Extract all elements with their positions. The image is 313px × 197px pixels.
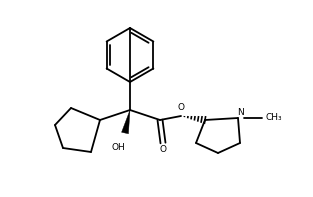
Text: O: O (160, 145, 167, 154)
Text: OH: OH (111, 143, 125, 152)
Text: N: N (237, 108, 244, 117)
Text: CH₃: CH₃ (266, 112, 283, 122)
Text: O: O (177, 103, 184, 112)
Polygon shape (121, 110, 130, 134)
